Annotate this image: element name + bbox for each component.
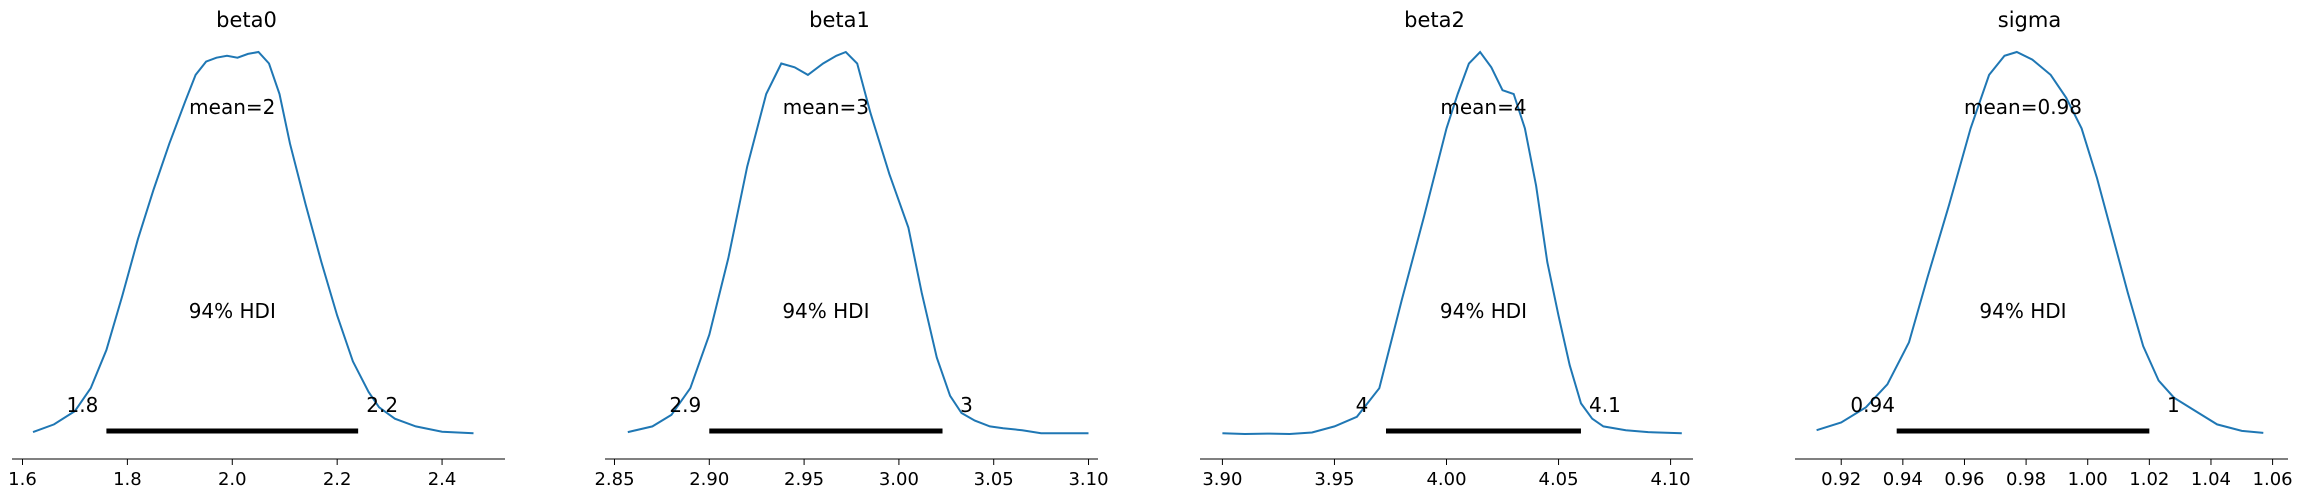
x-tick-label: 3.90 bbox=[1202, 469, 1242, 490]
x-tick-label: 3.95 bbox=[1314, 469, 1354, 490]
density-curve bbox=[1222, 50, 1682, 436]
x-tick-label: 1.02 bbox=[2129, 469, 2169, 490]
subplot-title: beta0 bbox=[216, 8, 277, 32]
hdi-high-label: 2.2 bbox=[366, 393, 398, 417]
x-tick-label: 2.95 bbox=[784, 469, 824, 490]
mean-label: mean=3 bbox=[783, 95, 869, 119]
subplot-title: beta1 bbox=[809, 8, 870, 32]
x-tick-label: 2.0 bbox=[218, 469, 247, 490]
panel-beta2: beta2 mean=4 94% HDI 4 4.1 3.90 3.95 4.00 4.05 4.… bbox=[1200, 8, 1693, 490]
hdi-high-label: 1 bbox=[2167, 393, 2180, 417]
mean-label: mean=2 bbox=[189, 95, 275, 119]
density-curve bbox=[32, 50, 474, 435]
x-tick-label: 1.04 bbox=[2191, 469, 2231, 490]
x-tick-label: 2.85 bbox=[594, 469, 634, 490]
hdi-low-label: 0.94 bbox=[1850, 393, 1895, 417]
x-tick-label: 4.00 bbox=[1426, 469, 1466, 490]
x-tick-label: 0.92 bbox=[1821, 469, 1861, 490]
panel-beta1: beta1 mean=3 94% HDI 2.9 3 2.85 2.90 2.95 3.00 3.… bbox=[594, 8, 1108, 490]
subplot-title: sigma bbox=[1998, 8, 2061, 32]
density-curve bbox=[627, 50, 1089, 435]
x-tick-label: 2.4 bbox=[428, 469, 457, 490]
hdi-high-label: 3 bbox=[960, 393, 973, 417]
x-tick-label: 3.00 bbox=[879, 469, 919, 490]
x-tick-label: 0.94 bbox=[1883, 469, 1923, 490]
hdi-label: 94% HDI bbox=[189, 299, 276, 323]
x-tick-label: 2.2 bbox=[323, 469, 352, 490]
x-tick-label: 4.05 bbox=[1539, 469, 1579, 490]
x-tick-label: 1.00 bbox=[2068, 469, 2108, 490]
x-tick-label: 1.06 bbox=[2253, 469, 2293, 490]
hdi-low-label: 1.8 bbox=[66, 393, 98, 417]
x-tick-label: 3.10 bbox=[1068, 469, 1108, 490]
density-curve bbox=[1816, 50, 2264, 434]
x-tick-label: 1.6 bbox=[8, 469, 37, 490]
panel-sigma: sigma mean=0.98 94% HDI 0.94 1 0.92 0.94 0.96 0.… bbox=[1795, 8, 2293, 490]
x-tick-label: 4.10 bbox=[1651, 469, 1691, 490]
mean-label: mean=4 bbox=[1440, 95, 1526, 119]
x-tick-label: 2.90 bbox=[689, 469, 729, 490]
hdi-label: 94% HDI bbox=[782, 299, 869, 323]
mean-label: mean=0.98 bbox=[1964, 95, 2082, 119]
x-tick-label: 0.98 bbox=[2006, 469, 2046, 490]
hdi-low-label: 4 bbox=[1356, 393, 1369, 417]
panel-beta0: beta0 mean=2 94% HDI 1.8 2.2 1.6 1.8 2.0 2.2 2.4 bbox=[8, 8, 505, 490]
x-tick-label: 0.96 bbox=[1944, 469, 1984, 490]
x-tick-label: 1.8 bbox=[113, 469, 142, 490]
hdi-label: 94% HDI bbox=[1979, 299, 2066, 323]
subplot-title: beta2 bbox=[1404, 8, 1465, 32]
x-tick-label: 3.05 bbox=[974, 469, 1014, 490]
hdi-low-label: 2.9 bbox=[669, 393, 701, 417]
hdi-label: 94% HDI bbox=[1440, 299, 1527, 323]
hdi-high-label: 4.1 bbox=[1589, 393, 1621, 417]
